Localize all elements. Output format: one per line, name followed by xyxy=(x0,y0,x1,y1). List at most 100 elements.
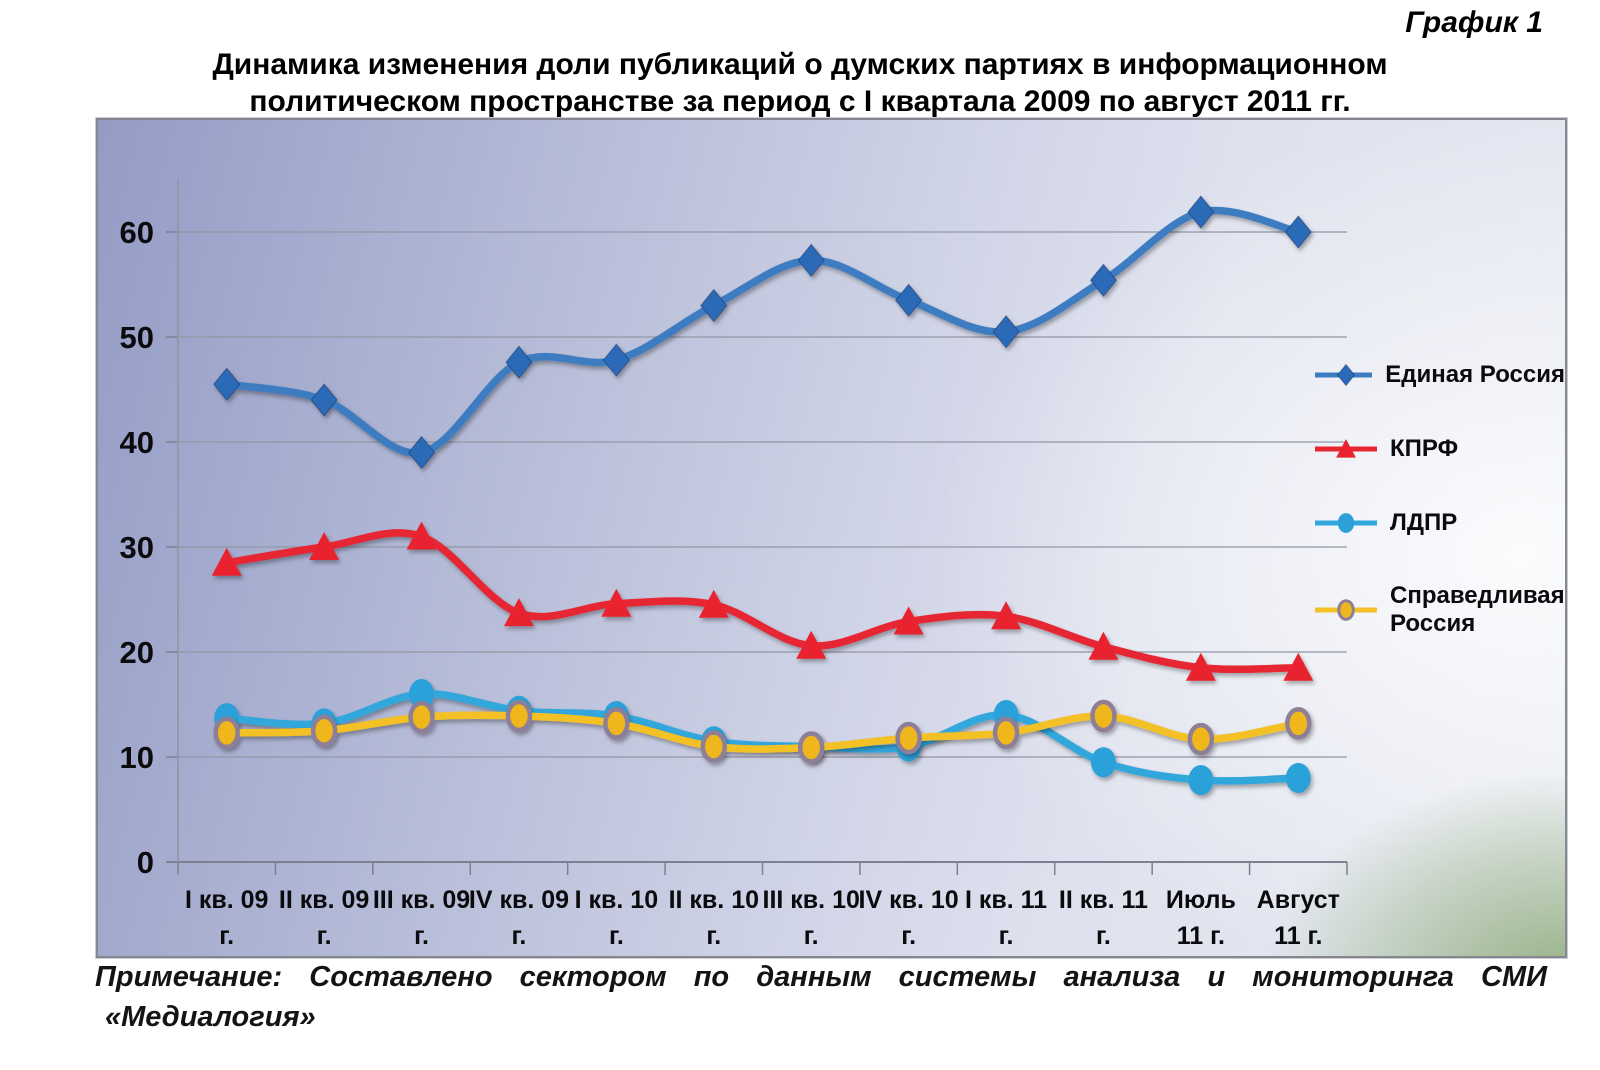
legend-label-line: КПРФ xyxy=(1390,435,1459,462)
ring-circle-marker xyxy=(1337,599,1355,621)
ring-circle-marker xyxy=(1090,699,1117,733)
series-3 xyxy=(213,699,1312,764)
x-tick-label: 11 г. xyxy=(1274,922,1322,950)
triangle-marker xyxy=(309,532,340,560)
x-tick-label: Июль xyxy=(1166,886,1236,914)
ring-circle-marker xyxy=(797,731,825,764)
diamond-marker xyxy=(310,383,338,417)
source-note: Примечание: Составлено сектором по данны… xyxy=(95,961,1547,1034)
legend-item-1: КПРФ xyxy=(1315,434,1565,464)
ring-circle-marker xyxy=(700,730,728,763)
x-tick-label: г. xyxy=(1096,922,1111,950)
ring-circle-marker xyxy=(505,699,533,733)
plot-area: 0 10 20 30 40 50 60 I кв. 09 г. II кв. 09 г. III кв… xyxy=(120,180,1348,950)
source-note-line2: «Медиалогия» xyxy=(105,1001,316,1033)
legend-label-line: ЛДПР xyxy=(1390,509,1458,536)
legend-marker-icon xyxy=(1315,439,1377,458)
circle-marker xyxy=(1285,763,1311,793)
ring-circle-marker xyxy=(213,716,240,750)
x-tick-label: Август xyxy=(1257,886,1340,914)
circle-marker xyxy=(1337,513,1355,533)
x-tick-label: IV кв. 10 xyxy=(859,886,959,914)
circle-marker xyxy=(1188,765,1214,796)
circle-marker xyxy=(409,679,435,709)
diamond-marker xyxy=(1284,215,1312,249)
legend-label: ЛДПР xyxy=(1390,509,1457,537)
x-tick-label: г. xyxy=(317,922,332,950)
diamond-marker xyxy=(213,367,241,402)
y-tick-label: 50 xyxy=(120,320,154,355)
legend-label-line: Россия xyxy=(1390,610,1476,637)
chart-number-label: График 1 xyxy=(1405,6,1543,39)
series-2 xyxy=(214,679,1311,796)
triangle-marker xyxy=(211,547,242,576)
triangle-marker xyxy=(796,630,827,659)
x-tick-label: III кв. 10 xyxy=(763,886,860,914)
y-tick-label: 20 xyxy=(120,635,154,670)
diamond-marker xyxy=(894,283,923,318)
legend-item-3: Справедливая Россия xyxy=(1315,582,1565,638)
diamond-marker xyxy=(992,314,1020,349)
x-tick-label: г. xyxy=(999,922,1014,950)
x-tick-label: IV кв. 09 xyxy=(469,886,569,914)
diamond-marker xyxy=(602,343,631,377)
x-tick-label: г. xyxy=(901,922,916,950)
triangle-marker xyxy=(893,606,924,635)
y-tick-label: 10 xyxy=(120,740,154,775)
triangle-marker xyxy=(991,601,1022,630)
legend-label: Единая Россия xyxy=(1385,361,1565,389)
ring-circle-marker xyxy=(992,716,1020,750)
y-tick-label: 40 xyxy=(120,425,154,460)
legend-item-2: ЛДПР xyxy=(1315,508,1565,538)
triangle-marker xyxy=(1185,652,1216,681)
y-tick-label: 60 xyxy=(120,215,154,250)
legend-marker-icon xyxy=(1315,363,1373,387)
ring-circle-marker xyxy=(1187,722,1215,756)
triangle-marker xyxy=(1088,631,1119,660)
x-tick-label: II кв. 09 xyxy=(279,886,369,914)
x-tick-label: г. xyxy=(804,922,819,950)
triangle-marker xyxy=(698,589,729,618)
y-tick-label: 30 xyxy=(120,530,154,565)
diamond-marker xyxy=(407,435,436,470)
triangle-marker xyxy=(601,588,632,617)
diamond-marker xyxy=(505,345,533,379)
legend-item-0: Единая Россия xyxy=(1315,360,1565,390)
source-note-line1: Примечание: Составлено сектором по данны… xyxy=(95,961,1547,993)
legend-label-line: Единая Россия xyxy=(1385,361,1565,388)
x-tick-label: I кв. 11 xyxy=(965,886,1047,914)
x-tick-label: г. xyxy=(609,922,624,950)
x-tick-label: г. xyxy=(219,922,234,950)
triangle-marker xyxy=(406,521,437,550)
chart-title-line1: Динамика изменения доли публикаций о дум… xyxy=(212,48,1388,81)
x-tick-label: I кв. 09 xyxy=(185,886,268,914)
diamond-marker xyxy=(1089,263,1118,298)
diamond-marker xyxy=(700,288,728,323)
x-tick-label: III кв. 09 xyxy=(373,886,470,914)
x-tick-label: г. xyxy=(414,922,429,950)
ring-circle-marker xyxy=(310,714,338,747)
series-1 xyxy=(211,521,1314,681)
triangle-marker xyxy=(1336,439,1356,458)
series-line xyxy=(222,206,1303,457)
series-0 xyxy=(213,195,1312,470)
chart-area: 0 10 20 30 40 50 60 I кв. 09 г. II кв. 09 г. III кв… xyxy=(96,118,1567,958)
x-tick-label: 11 г. xyxy=(1177,922,1225,950)
diamond-marker xyxy=(1336,363,1356,387)
series-line xyxy=(222,690,1303,785)
diamond-marker xyxy=(1187,195,1215,229)
x-tick-label: I кв. 10 xyxy=(575,886,658,914)
x-tick-label: г. xyxy=(512,922,527,950)
circle-marker xyxy=(1090,747,1116,778)
legend-marker-icon xyxy=(1315,513,1377,533)
ring-circle-marker xyxy=(895,721,922,755)
ring-circle-marker xyxy=(408,700,435,734)
legend-marker-icon xyxy=(1315,599,1377,621)
ring-circle-marker xyxy=(1285,707,1312,740)
ring-circle-marker xyxy=(603,707,630,740)
y-tick-label: 0 xyxy=(137,845,154,880)
series-line xyxy=(222,529,1303,674)
x-tick-label: II кв. 10 xyxy=(669,886,759,914)
diamond-marker xyxy=(797,243,825,278)
